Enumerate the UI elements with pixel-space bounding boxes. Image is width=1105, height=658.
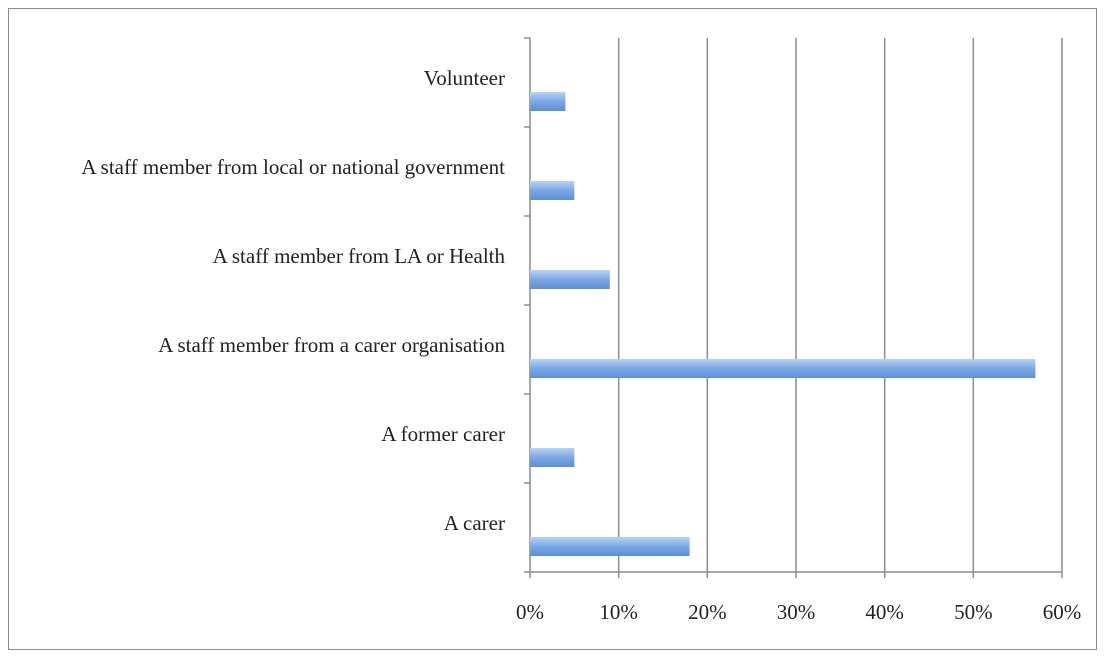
x-tick-label: 60% (1043, 600, 1082, 624)
bar (530, 359, 1036, 378)
bar (530, 537, 690, 556)
x-tick-label: 0% (516, 600, 544, 624)
x-tick-label: 40% (865, 600, 904, 624)
x-tick-label: 20% (688, 600, 727, 624)
bar (530, 270, 610, 289)
x-tick-label: 50% (954, 600, 993, 624)
x-tick-label: 10% (599, 600, 638, 624)
category-label-box: A former carer (20, 399, 505, 469)
y-tick-label: A staff member from LA or Health (212, 243, 505, 268)
category-label-box: A staff member from LA or Health (20, 221, 505, 291)
bar (530, 181, 575, 200)
frame-border (8, 8, 1097, 650)
y-tick-label: Volunteer (423, 65, 505, 90)
category-label-box: A carer (20, 488, 505, 558)
category-label-box: A staff member from local or national go… (20, 132, 505, 202)
y-tick-label: A staff member from a carer organisation (158, 332, 505, 357)
category-label-box: Volunteer (20, 43, 505, 113)
y-tick-label: A staff member from local or national go… (81, 154, 505, 179)
category-label-box: A staff member from a carer organisation (20, 310, 505, 380)
bar (530, 448, 575, 467)
y-tick-label: A former carer (381, 421, 505, 446)
bar (530, 92, 566, 111)
x-tick-label: 30% (777, 600, 816, 624)
y-tick-label: A carer (443, 510, 505, 535)
